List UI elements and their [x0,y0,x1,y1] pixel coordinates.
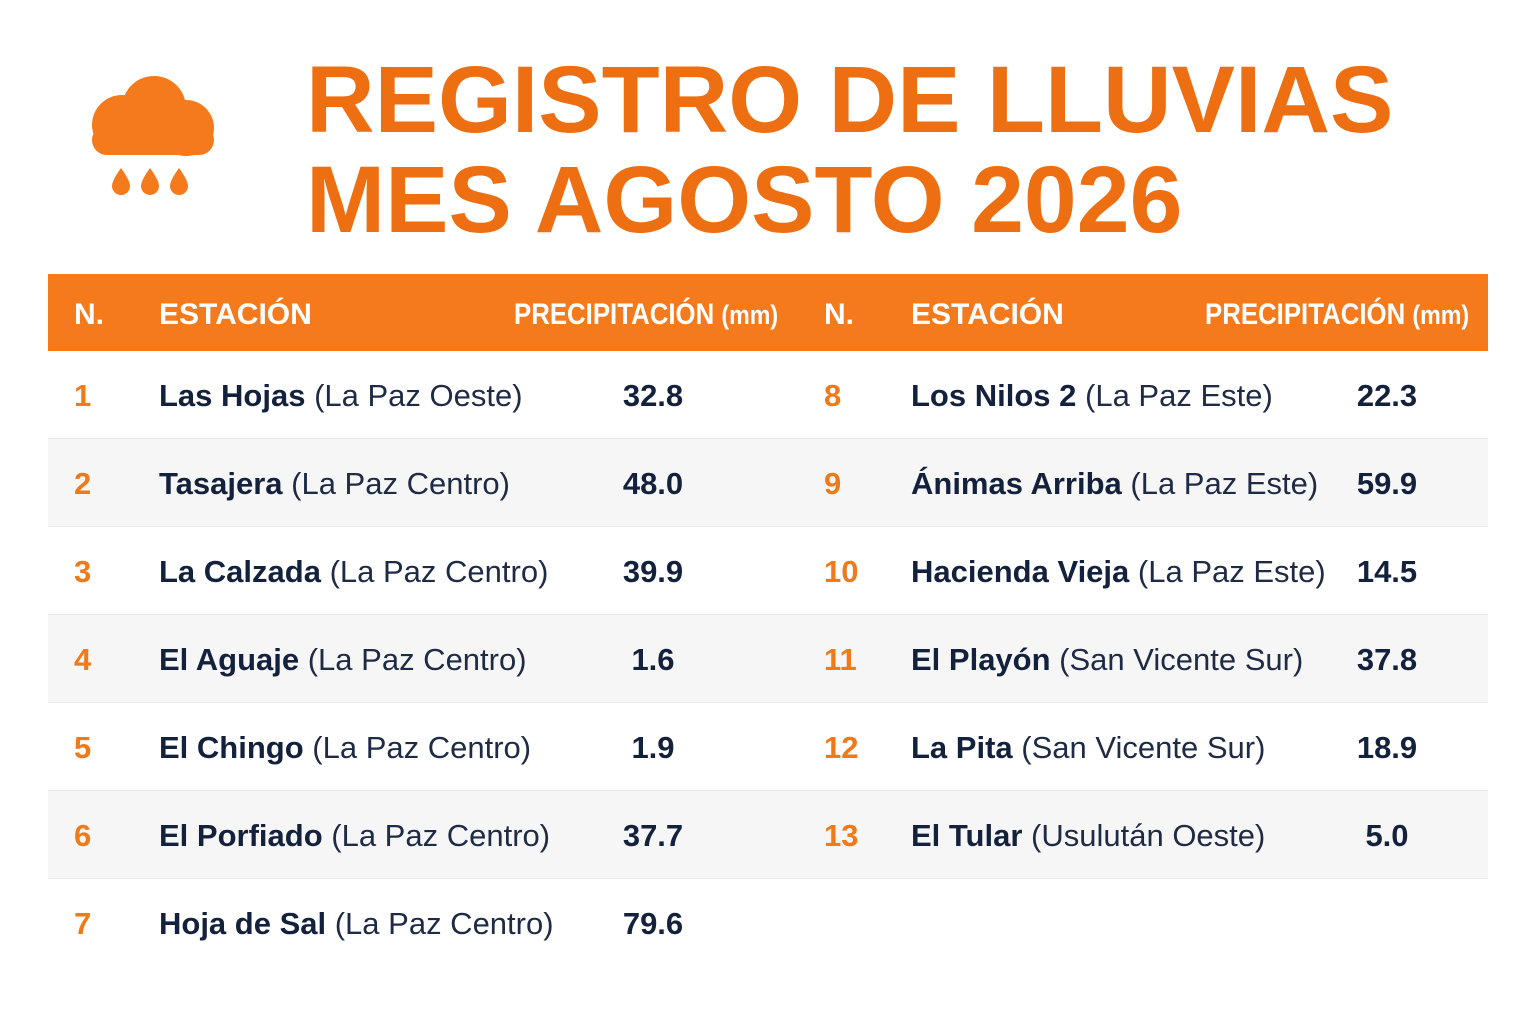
station-region: (San Vicente Sur) [1021,730,1266,765]
table-row: 2 Tasajera (La Paz Centro) 48.0 9 Ánimas Arr… [48,439,1488,527]
station-cell: El Porfiado (La Paz Centro) [159,791,550,879]
precipitation-value: 37.7 [622,818,684,853]
row-number: 11 [824,642,857,677]
row-number: 3 [74,554,92,589]
station-region: (La Paz Oeste) [314,378,523,413]
header-precip-left: PRECIPITACIÓN (mm) [514,274,778,351]
row-number: 4 [74,642,92,677]
precipitation-value: 39.9 [622,554,684,589]
station-region: (San Vicente Sur) [1059,642,1304,677]
table-row: 4 El Aguaje (La Paz Centro) 1.6 11 El Playón… [48,615,1488,703]
header-precip-left-label: PRECIPITACIÓN [514,298,715,331]
row-number: 5 [74,730,92,765]
table-header: N. ESTACIÓN PRECIPITACIÓN (mm) N. ESTACI… [48,274,1488,351]
station-name: Ánimas Arriba [911,466,1122,501]
rainfall-table: N. ESTACIÓN PRECIPITACIÓN (mm) N. ESTACI… [48,274,1488,974]
precipitation-value: 1.9 [631,730,675,765]
station-cell: Los Nilos 2 (La Paz Este) [911,351,1273,439]
row-number: 6 [74,818,92,853]
title-line-2: MES AGOSTO 2026 [306,147,1183,253]
station-region: (La Paz Este) [1130,466,1319,501]
station-name: El Chingo [159,730,304,765]
precipitation-value: 32.8 [622,378,684,413]
header-precip-right-label: PRECIPITACIÓN [1205,298,1406,331]
row-number: 2 [74,466,92,501]
precipitation-value: 1.6 [631,642,675,677]
station-cell: Las Hojas (La Paz Oeste) [159,351,523,439]
page-title: REGISTRO DE LLUVIAS MES AGOSTO 2026 [306,50,1393,250]
header-precip-right-unit: (mm) [1412,300,1470,330]
station-cell: Ánimas Arriba (La Paz Este) [911,439,1318,527]
precipitation-value: 18.9 [1356,730,1418,765]
precipitation-value: 22.3 [1356,378,1418,413]
row-number: 7 [74,906,92,941]
table-row: 5 El Chingo (La Paz Centro) 1.9 12 La Pita (… [48,703,1488,791]
station-name: Las Hojas [159,378,306,413]
station-name: Hoja de Sal [159,906,327,941]
row-number: 1 [74,378,92,413]
table-row: 7 Hoja de Sal (La Paz Centro) 79.6 [48,879,1488,967]
precipitation-value: 79.6 [622,906,684,941]
station-cell: Hacienda Vieja (La Paz Este) [911,527,1326,615]
row-number: 10 [824,554,859,589]
station-name: El Tular [911,818,1023,853]
station-name: La Calzada [159,554,321,589]
header-precip-right: PRECIPITACIÓN (mm) [1205,274,1469,351]
header-precip-left-unit: (mm) [721,300,779,330]
row-number: 12 [824,730,859,765]
station-region: (La Paz Centro) [329,554,549,589]
station-cell: El Aguaje (La Paz Centro) [159,615,527,703]
station-region: (La Paz Este) [1137,554,1326,589]
station-name: Los Nilos 2 [911,378,1077,413]
station-region: (La Paz Este) [1085,378,1273,413]
table-row: 3 La Calzada (La Paz Centro) 39.9 10 Haciend… [48,527,1488,615]
row-number: 8 [824,378,842,413]
table-row: 6 El Porfiado (La Paz Centro) 37.7 13 El Tul… [48,791,1488,879]
precipitation-value: 5.0 [1365,818,1409,853]
precipitation-value: 14.5 [1356,554,1418,589]
station-cell: Tasajera (La Paz Centro) [159,439,510,527]
station-name: Hacienda Vieja [911,554,1130,589]
header-num-right: N. [824,298,854,331]
station-cell: El Tular (Usulután Oeste) [911,791,1265,879]
precipitation-value: 48.0 [622,466,684,501]
station-name: Tasajera [159,466,283,501]
station-cell: El Playón (San Vicente Sur) [911,615,1303,703]
station-cell: La Calzada (La Paz Centro) [159,527,548,615]
table-row: 1 Las Hojas (La Paz Oeste) 32.8 8 Los Nilos … [48,351,1488,439]
header-station-right: ESTACIÓN [911,298,1064,331]
station-region: (La Paz Centro) [307,642,527,677]
header-num-left: N. [74,298,104,331]
station-region: (Usulután Oeste) [1031,818,1266,853]
precipitation-value: 37.8 [1356,642,1418,677]
station-name: El Aguaje [159,642,300,677]
precipitation-value: 59.9 [1356,466,1418,501]
row-number: 13 [824,818,859,853]
station-name: El Playón [911,642,1051,677]
station-cell: La Pita (San Vicente Sur) [911,703,1265,791]
station-region: (La Paz Centro) [312,730,532,765]
header-station-left: ESTACIÓN [159,298,312,331]
station-region: (La Paz Centro) [331,818,551,853]
station-region: (La Paz Centro) [334,906,554,941]
station-name: La Pita [911,730,1013,765]
station-cell: El Chingo (La Paz Centro) [159,703,531,791]
station-region: (La Paz Centro) [291,466,510,501]
rain-cloud-icon [92,76,214,195]
row-number: 9 [824,466,842,501]
title-line-1: REGISTRO DE LLUVIAS [306,47,1394,153]
station-name: El Porfiado [159,818,323,853]
station-cell: Hoja de Sal (La Paz Centro) [159,879,554,967]
